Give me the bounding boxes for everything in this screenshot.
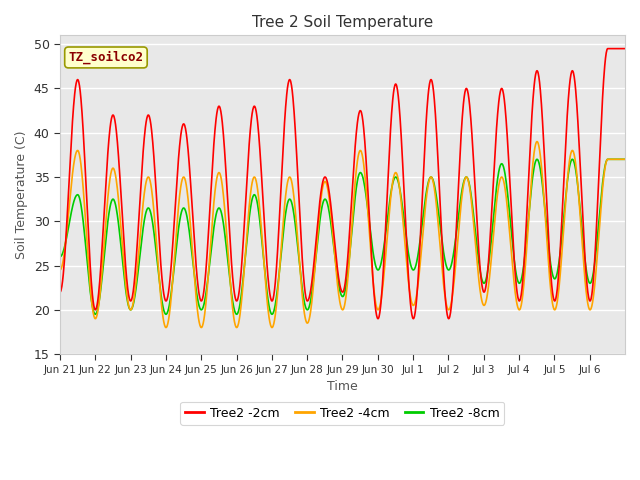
Tree2 -8cm	[56, 254, 64, 260]
X-axis label: Time: Time	[327, 380, 358, 393]
Tree2 -8cm	[559, 220, 567, 226]
Tree2 -4cm	[533, 139, 541, 144]
Tree2 -2cm	[317, 190, 324, 195]
Tree2 -8cm	[476, 267, 484, 273]
Tree2 -2cm	[476, 264, 484, 270]
Tree2 -8cm	[317, 208, 325, 214]
Tree2 -4cm	[559, 232, 567, 238]
Tree2 -2cm	[621, 46, 629, 51]
Tree2 -4cm	[328, 222, 336, 228]
Tree2 -2cm	[614, 46, 622, 51]
Tree2 -2cm	[328, 210, 335, 216]
Tree2 -2cm	[374, 316, 382, 322]
Text: TZ_soilco2: TZ_soilco2	[68, 51, 143, 64]
Tree2 -4cm	[145, 174, 152, 180]
Tree2 -4cm	[614, 156, 622, 162]
Tree2 -8cm	[614, 156, 622, 162]
Tree2 -2cm	[604, 46, 612, 51]
Tree2 -8cm	[145, 205, 152, 211]
Tree2 -8cm	[533, 156, 541, 162]
Line: Tree2 -8cm: Tree2 -8cm	[60, 159, 625, 314]
Tree2 -2cm	[559, 198, 566, 204]
Tree2 -8cm	[621, 156, 629, 162]
Tree2 -4cm	[317, 193, 325, 199]
Tree2 -2cm	[56, 289, 64, 295]
Tree2 -4cm	[621, 156, 629, 162]
Y-axis label: Soil Temperature (C): Soil Temperature (C)	[15, 131, 28, 259]
Tree2 -2cm	[145, 112, 152, 118]
Tree2 -8cm	[328, 229, 336, 235]
Legend: Tree2 -2cm, Tree2 -4cm, Tree2 -8cm: Tree2 -2cm, Tree2 -4cm, Tree2 -8cm	[180, 402, 504, 425]
Line: Tree2 -4cm: Tree2 -4cm	[60, 142, 625, 327]
Line: Tree2 -2cm: Tree2 -2cm	[60, 48, 625, 319]
Tree2 -4cm	[476, 287, 484, 292]
Tree2 -4cm	[56, 267, 64, 273]
Tree2 -4cm	[162, 324, 170, 330]
Title: Tree 2 Soil Temperature: Tree 2 Soil Temperature	[252, 15, 433, 30]
Tree2 -8cm	[92, 312, 99, 317]
